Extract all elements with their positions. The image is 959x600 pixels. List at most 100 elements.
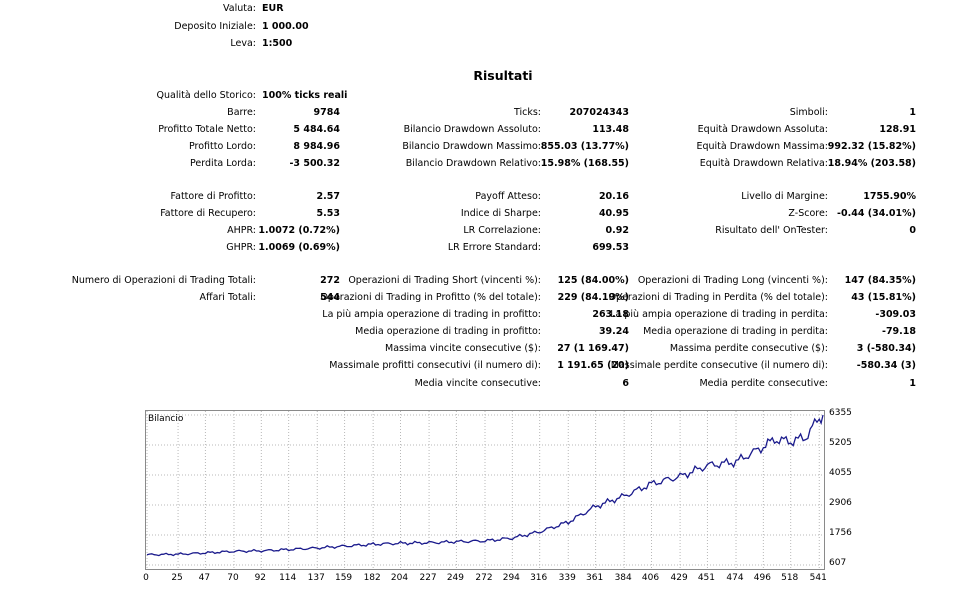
stat-col1-value: -3 500.32 [289,158,340,169]
x-tick-label: 0 [143,573,149,583]
stat-col3-value: 992.32 (15.82%) [827,141,916,152]
y-tick-label: 6355 [829,408,852,418]
stat-col2-value: 40.95 [598,208,629,219]
stat-col2-value: 699.53 [592,242,629,253]
stat-col3-value: 1755.90% [863,191,916,202]
stat-col1-label: Fattore di Recupero: [160,208,256,219]
deposito-value: 1 000.00 [262,21,309,32]
balance-chart [145,410,825,570]
y-tick-label: 1756 [829,528,852,539]
x-tick-label: 339 [558,573,576,583]
x-tick-label: 272 [475,573,493,583]
results-title: Risultati [473,68,533,83]
x-tick-label: 496 [753,573,771,583]
stat-col1-value: 2.57 [316,191,340,202]
stat-col2-value: 27 (1 169.47) [557,343,629,354]
stat-col1-label: Perdita Lorda: [190,158,256,169]
x-tick-label: 384 [614,573,632,583]
balance-line [146,414,824,557]
x-tick-label: 361 [586,573,604,583]
stat-col2-label: Media vincite consecutive: [414,378,541,389]
stat-col2-value: 6 [622,378,629,389]
stat-col1-value: 9784 [313,107,340,118]
stat-col1-label: Barre: [227,107,256,118]
x-tick-label: 518 [781,573,799,583]
stat-col2-label: LR Correlazione: [463,225,541,236]
stat-col3-value: 1 [909,107,916,118]
stat-col3-label: Massimale perdite consecutive (il numero… [610,360,828,371]
stat-col2-label: Operazioni di Trading in Profitto (% del… [320,292,541,303]
stat-col1-value: 8 984.96 [293,141,340,152]
stat-col2-value: 855.03 (13.77%) [540,141,629,152]
chart-grid [146,411,824,569]
stat-col3-label: Massima perdite consecutive ($): [669,343,828,354]
stat-col3-value: 18.94% (203.58) [827,158,916,169]
stat-col1-value: 1.0069 (0.69%) [258,242,340,253]
x-tick-label: 182 [363,573,381,583]
stat-col3-label: Operazioni di Trading in Perdita (% del … [608,292,828,303]
stat-col2-label: Massimale profitti consecutivi (il numer… [329,360,541,371]
stat-col3-value: -0.44 (34.01%) [837,208,916,219]
x-tick-label: 114 [279,573,297,583]
x-tick-label: 137 [307,573,325,583]
stat-col2-value: 113.48 [592,124,629,135]
x-tick-label: 204 [390,573,409,583]
stat-col2-label: Ticks: [513,107,541,118]
y-tick-label: 5205 [829,438,852,448]
x-tick-label: 294 [502,573,520,583]
stat-col1-value: 272 [320,275,340,286]
stat-col2-label: Massima vincite consecutive ($): [385,343,541,354]
x-tick-label: 249 [446,573,464,583]
x-tick-label: 316 [530,573,548,583]
x-tick-label: 25 [171,573,183,583]
stat-col3-label: Operazioni di Trading Long (vincenti %): [637,275,828,286]
stat-col2-label: Indice di Sharpe: [460,208,541,219]
stat-col3-value: 3 (-580.34) [856,343,916,354]
stat-col3-value: 43 (15.81%) [851,292,916,303]
stat-col2-value: 125 (84.00%) [557,275,629,286]
stat-col3-value: 128.91 [879,124,916,135]
stat-col3-label: Z-Score: [788,208,828,219]
x-tick-label: 451 [697,573,716,583]
y-tick-label: 2906 [829,498,852,508]
x-tick-label: 474 [726,573,744,583]
stat-col1-value: 5.53 [316,208,340,219]
y-tick-label: 607 [829,558,847,568]
stat-col2-value: 229 (84.19%) [557,292,629,303]
stat-col1-label: GHPR: [226,242,256,253]
stat-col2-label: Bilancio Drawdown Relativo: [405,158,541,169]
x-tick-label: 227 [419,573,437,583]
stat-col2-value: 39.24 [598,326,629,337]
x-tick-label: 406 [641,573,660,583]
stat-col3-label: Media operazione di trading in perdita: [643,326,828,337]
stat-col2-label: LR Errore Standard: [447,242,541,253]
valuta-label: Valuta: [223,3,256,14]
stat-col2-value: 1 191.65 (20) [557,360,629,371]
stat-col2-value: 20.16 [598,191,629,202]
stat-col2-value: 263.18 [592,309,629,320]
valuta-value: EUR [262,3,284,14]
stat-col3-label: Equità Drawdown Relativa: [699,158,828,169]
stat-col2-label: Bilancio Drawdown Massimo: [402,141,541,152]
stat-col3-value: -309.03 [875,309,916,320]
stat-col1-label: Fattore di Profitto: [170,191,256,202]
stat-col3-value: 147 (84.35%) [844,275,916,286]
stat-col2-label: Bilancio Drawdown Assoluto: [403,124,541,135]
x-tick-label: 92 [254,573,267,583]
stat-col3-value: 1 [909,378,916,389]
deposito-label: Deposito Iniziale: [174,21,256,32]
stat-col3-label: Risultato dell' OnTester: [715,225,828,236]
x-tick-label: 47 [198,573,211,583]
stat-col3-label: Equità Drawdown Massima: [696,141,828,152]
stat-col1-value: 1.0072 (0.72%) [258,225,340,236]
stat-col1-label: AHPR: [227,225,256,236]
stat-col3-label: La più ampia operazione di trading in pe… [610,309,828,320]
stat-col2-label: Media operazione di trading in profitto: [355,326,541,337]
stat-col2-label: Payoff Atteso: [475,191,541,202]
stat-col1-value: 544 [320,292,340,303]
leva-label: Leva: [230,38,256,49]
chart-title: Bilancio [148,414,184,424]
stat-col2-value: 15.98% (168.55) [540,158,629,169]
x-tick-label: 541 [809,573,827,583]
x-tick-label: 429 [670,573,688,583]
